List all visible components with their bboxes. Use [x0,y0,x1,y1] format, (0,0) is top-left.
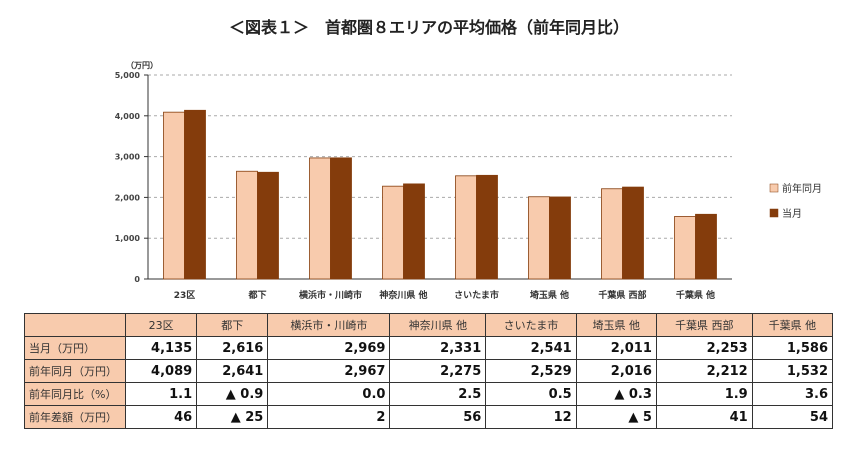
table-cell: 2,641 [196,359,269,383]
bar-chart: （万円） 0 1,000 2,000 3,000 4,000 5,000 23区 都下 横浜市・川… [115,60,822,301]
table-cell: 0.0 [267,382,391,406]
table-row: 前年差額（万円） 46 ▲ 25 2 56 12 ▲ 5 41 54 [24,405,834,429]
table-cell: 4,135 [124,336,198,360]
bar-prev-year [163,111,185,280]
table-row: 前年同月（万円） 4,089 2,641 2,967 2,275 2,529 2,016 2,… [24,359,834,383]
table-cell: 12 [485,405,577,429]
column-header: 都下 [196,313,269,337]
column-header: 横浜市・川崎市 [267,313,391,337]
bar-current [695,213,717,280]
x-tick-label: 千葉県 西部 [598,289,646,301]
y-tick-label: 3,000 [115,153,141,162]
table-cell: 2,212 [655,359,753,383]
legend-swatch [769,183,779,193]
table-cell: 1.9 [655,382,753,406]
table-cell: 2,969 [267,336,391,360]
bar-current [403,183,425,280]
table-cell: 2,253 [655,336,753,360]
table-cell: 2,541 [485,336,577,360]
bar-prev-year [382,185,404,280]
column-header: 神奈川県 他 [389,313,487,337]
table-cell: 2,616 [196,336,269,360]
x-tick-label: 神奈川県 他 [379,289,427,301]
table-cell: ▲ 5 [575,405,657,429]
bar-current [330,157,352,280]
table-cell: ▲ 0.9 [196,382,269,406]
bar-current [476,174,498,280]
data-table: 23区 都下 横浜市・川崎市 神奈川県 他さいたま市 埼玉県 他千葉県 西部 千葉県 他当… [24,313,834,429]
column-header [24,313,126,337]
row-label: 当月（万円） [24,336,126,360]
bar-prev-year [455,175,477,280]
row-label: 前年同月比（%） [24,382,126,406]
table-cell: 1,532 [751,359,834,383]
table-cell: 2,331 [389,336,487,360]
table-cell: 2.5 [389,382,487,406]
table-cell: 1.1 [124,382,198,406]
bar-prev-year [236,170,258,280]
x-tick-label: さいたま市 [454,289,499,301]
table-cell: 41 [655,405,753,429]
legend-label: 当月 [782,207,802,220]
y-tick-label: 5,000 [115,71,141,80]
y-tick-label: 0 [134,275,140,284]
table-cell: 2,529 [485,359,577,383]
column-header: 埼玉県 他 [575,313,657,337]
x-tick-label: 埼玉県 他 [530,289,569,301]
chart-title: ＜図表１＞ 首都圏８エリアの平均価格（前年同月比） [228,18,629,37]
bar-current [622,186,644,280]
x-tick-label: 23区 [174,290,196,301]
table-cell: 2,016 [575,359,657,383]
table-cell: ▲ 0.3 [575,382,657,406]
table-cell: 54 [751,405,834,429]
y-tick-label: 2,000 [115,193,141,202]
bar-current [549,196,571,280]
bar-current [257,171,279,280]
x-tick-label: 都下 [247,289,266,301]
x-tick-label: 千葉県 他 [676,289,715,301]
bar-prev-year [528,196,550,280]
table-cell: 56 [389,405,487,429]
table-cell: 2,011 [575,336,657,360]
table-cell: 1,586 [751,336,834,360]
legend-swatch [769,208,779,218]
table-row: 前年同月比（%） 1.1 ▲ 0.9 0.0 2.5 0.5 ▲ 0.3 1.9 3.6 [24,382,834,406]
bar-prev-year [674,216,696,280]
bar-prev-year [601,188,623,280]
table-cell: 3.6 [751,382,834,406]
table-cell: 0.5 [485,382,577,406]
table-cell: ▲ 25 [196,405,269,429]
column-header: 千葉県 他 [751,313,834,337]
y-tick-label: 1,000 [115,234,141,243]
bar-prev-year [309,157,331,280]
y-axis-unit: （万円） [126,60,158,70]
table-cell: 4,089 [124,359,198,383]
row-label: 前年同月（万円） [24,359,126,383]
table-cell: 2 [267,405,391,429]
table-cell: 2,275 [389,359,487,383]
legend-label: 前年同月 [782,182,822,195]
x-tick-label: 横浜市・川崎市 [299,289,362,301]
table-cell: 2,967 [267,359,391,383]
table-row: 当月（万円） 4,135 2,616 2,969 2,331 2,541 2,011 2,25… [24,336,834,360]
bar-current [184,109,206,280]
table-cell: 46 [124,405,198,429]
column-header: 23区 [124,313,198,337]
y-tick-label: 4,000 [115,112,141,121]
column-header: 千葉県 西部 [655,313,753,337]
column-header: さいたま市 [485,313,577,337]
table-header-row: 23区 都下 横浜市・川崎市 神奈川県 他さいたま市 埼玉県 他千葉県 西部 千葉県 他 [24,313,834,337]
row-label: 前年差額（万円） [24,405,126,429]
